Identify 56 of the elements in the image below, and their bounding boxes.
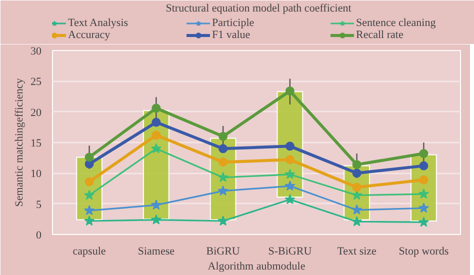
x-tick-label: capsule [72,246,106,258]
point [84,152,94,162]
y-tick-label: 20 [30,106,42,119]
y-tick-label: 5 [36,198,42,211]
point [352,204,362,215]
point [352,216,362,226]
point [285,86,294,96]
point [419,149,428,158]
point [84,216,95,226]
point [285,155,294,164]
point [285,142,294,151]
point [418,188,429,199]
point [419,161,428,170]
point [418,216,429,227]
x-tick-label: Stop words [398,246,449,258]
point [152,104,161,113]
y-tick-label: 0 [36,230,42,242]
legend-label: Participle [212,17,256,29]
x-tick-label: Text size [337,246,377,258]
x-tick-label: S-BiGRU [268,246,312,258]
point [84,177,94,186]
y-tick-label: 25 [30,76,42,88]
point [152,118,161,127]
point [218,185,228,196]
point [284,168,296,179]
point [352,182,362,192]
point [284,180,296,191]
point [150,200,162,210]
point [218,144,228,154]
point [284,194,296,204]
point [152,130,161,140]
legend-label: Text Analysis [68,17,130,29]
y-axis-title: Semantic matchingefficiency [14,78,26,207]
legend-label: F1 value [212,29,252,41]
x-tick-label: BiGRU [206,246,240,258]
x-tick-label: Siamese [138,246,175,258]
point [150,214,162,224]
point [218,172,228,182]
legend-label: Recall rate [356,29,404,41]
point [150,143,162,154]
x-axis-title: Algorithm aubmodule [208,260,306,272]
point [84,205,95,216]
y-tick-label: 10 [30,168,42,180]
point [419,175,428,184]
point [218,158,228,167]
point [84,190,95,200]
point [352,168,362,178]
point [352,160,362,170]
point [218,132,228,141]
chart-title: Structural equation model path coefficient [166,2,352,14]
point [418,202,429,213]
y-tick-label: 15 [30,138,42,150]
y-tick-label: 30 [30,46,42,58]
legend-label: Accuracy [68,29,112,41]
point [218,216,228,226]
legend-label: Sentence cleaning [356,17,437,29]
